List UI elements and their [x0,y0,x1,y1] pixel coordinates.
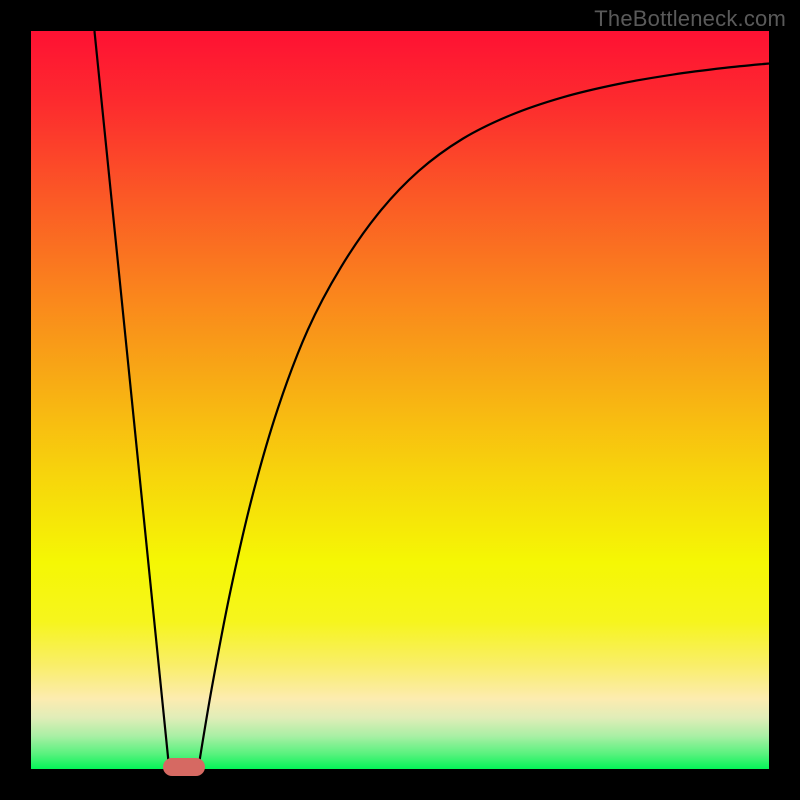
watermark-text: TheBottleneck.com [594,6,786,32]
minimum-marker [163,758,205,776]
plot-area [31,31,769,769]
chart-frame: TheBottleneck.com [0,0,800,800]
bottleneck-curve [31,31,769,769]
